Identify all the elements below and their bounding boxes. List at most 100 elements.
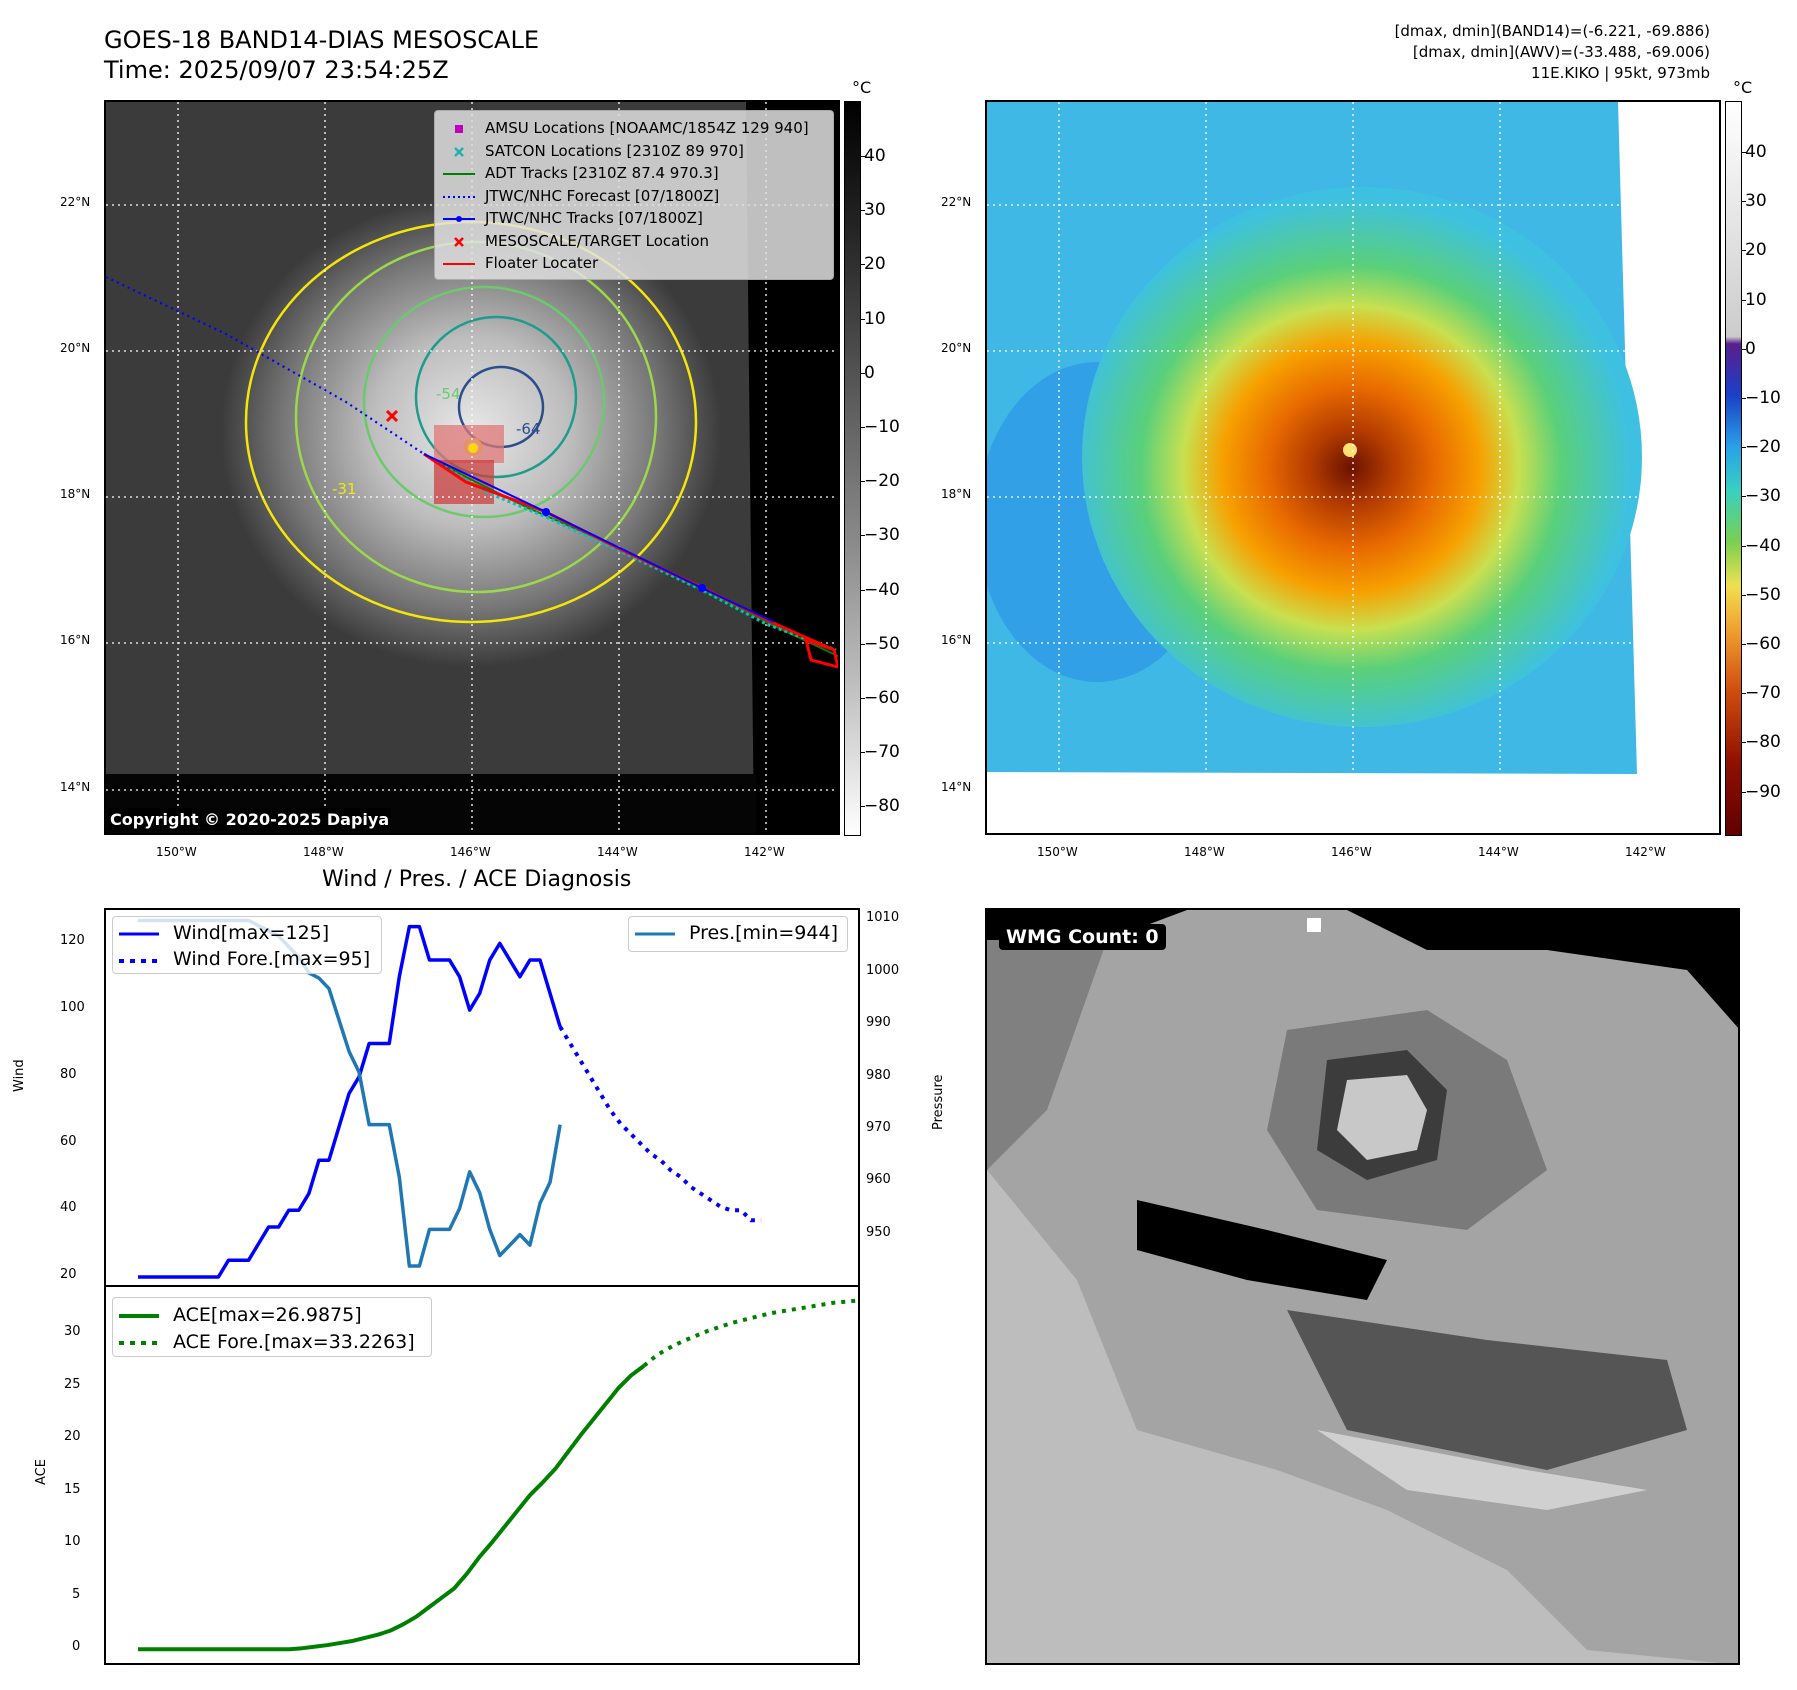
colorbar-tick (1741, 398, 1746, 399)
ace-legend: ACE[max=26.9875] ACE Fore.[max=33.2263] (112, 1297, 432, 1357)
colorbar-tick-label: −90 (1745, 781, 1781, 802)
colorbar-tick (1741, 447, 1746, 449)
legend-swatch (455, 125, 463, 133)
legend-wind: Wind[max=125] (173, 922, 330, 944)
target-box-upper (434, 425, 504, 463)
legend-swatch (443, 195, 475, 198)
colorbar-tick (860, 698, 865, 699)
colorbar-tick-label: −30 (864, 525, 900, 546)
lat-label: 20°N (941, 341, 972, 355)
wmg-light-region (987, 1170, 1720, 1663)
lat-label: 22°N (60, 195, 91, 209)
colorbar-tick (1741, 545, 1746, 547)
pressure-ylabel: Pressure (931, 1074, 946, 1130)
colorbar-tick-label: 40 (1745, 142, 1767, 162)
map-title: GOES-18 BAND14-DIAS MESOSCALE (104, 26, 540, 54)
wind-ylabel: Wind (12, 1059, 27, 1092)
map-legend: AMSU Locations [NOAAMC/1854Z 129 940] SAT… (434, 110, 834, 280)
wind-tick-label: 40 (60, 1200, 77, 1216)
lat-label: 16°N (941, 633, 972, 647)
ir-map-panel: -54 -31 -64 AMSU Locations [NOAAMC/1854Z… (104, 100, 840, 835)
colorbar-tick-label: −80 (864, 796, 900, 817)
wmg-svg (987, 910, 1738, 1663)
contour-label-31: -31 (332, 480, 357, 498)
legend-swatch (443, 173, 475, 175)
pressure-tick-label: 1010 (866, 910, 900, 926)
colorbar-tick (860, 156, 865, 157)
wind-tick-label: 20 (60, 1266, 77, 1282)
series-line (138, 1364, 646, 1652)
ir-map-svg (106, 102, 838, 833)
colorbar-tick-label: −20 (864, 471, 900, 492)
right-colorbar-unit: °C (1733, 78, 1753, 97)
pressure-tick-label: 990 (866, 1015, 891, 1031)
lat-label: 14°N (60, 780, 91, 794)
jtwc-track (423, 453, 775, 623)
contour-inner-teal (414, 315, 578, 479)
wmg-pixel (1307, 918, 1321, 932)
colorbar-tick (1741, 299, 1746, 301)
colorbar-tick-label: 0 (864, 362, 875, 383)
colorbar-tick-label: 10 (864, 308, 886, 329)
lon-label: 148°W (1184, 845, 1225, 859)
colorbar-tick-label: −70 (1745, 683, 1781, 704)
wmg-count: WMG Count: 0 (999, 924, 1166, 950)
colorbar-tick (860, 535, 865, 537)
ace-tick-label: 15 (64, 1481, 81, 1497)
colorbar-tick-label: 30 (1745, 191, 1767, 212)
legend-swatch (443, 216, 475, 222)
legend-swatch (454, 146, 464, 157)
wmg-cold-band (1137, 1200, 1387, 1300)
lat-label: 20°N (60, 341, 91, 355)
colorbar-tick-label: −60 (1745, 634, 1781, 654)
colorbar-tick-label: 30 (864, 200, 886, 221)
ace-tick-label: 25 (64, 1376, 81, 1392)
wind-tick-label: 80 (60, 1066, 77, 1082)
wmg-cold-top (987, 910, 1738, 1028)
jtwc-point (698, 584, 706, 592)
wmg-gray-left (987, 940, 1107, 1170)
stats-awv: [dmax, dmin](AWV)=(-33.488, -69.006) (1412, 43, 1710, 61)
colorbar-tick (1741, 250, 1746, 252)
lon-label: 144°W (1478, 845, 1519, 859)
lon-label: 146°W (1331, 845, 1372, 859)
colorbar-tick (860, 372, 865, 374)
lon-label: 146°W (450, 845, 491, 859)
lat-label: 18°N (941, 487, 972, 501)
colorbar-tick-label: 10 (1745, 289, 1767, 310)
pres-legend: Pres.[min=944] (628, 916, 848, 952)
lat-label: 18°N (60, 487, 91, 501)
diagnosis-title: Wind / Pres. / ACE Diagnosis (322, 867, 632, 892)
colorbar-tick-label: −80 (1745, 732, 1781, 753)
jtwc-point (542, 508, 550, 516)
awv-map-svg (987, 102, 1719, 833)
lon-label: 150°W (156, 845, 197, 859)
wmg-light-band (1317, 1430, 1647, 1510)
target-marker-x (385, 409, 399, 423)
wind-pressure-chart: Wind[max=125] Wind Fore.[max=95] Pres.[m… (104, 908, 860, 1287)
colorbar-tick-label: −40 (864, 579, 900, 600)
colorbar-tick-label: −20 (1745, 437, 1781, 458)
awv-map-panel (985, 100, 1721, 835)
colorbar-tick-label: −50 (864, 633, 900, 654)
pressure-tick-label: 1000 (866, 962, 900, 978)
wind-tick-label: 100 (60, 1000, 85, 1016)
storm-info: 11E.KIKO | 95kt, 973mb (1531, 64, 1710, 82)
satcon-track (423, 452, 837, 652)
ace-svg (138, 1298, 858, 1652)
legend-pres: Pres.[min=944] (689, 922, 838, 944)
colorbar-tick (1741, 201, 1746, 203)
series-line (642, 1298, 858, 1368)
lon-label: 150°W (1037, 845, 1078, 859)
pressure-tick-label: 950 (866, 1224, 891, 1240)
ace-tick-label: 0 (72, 1639, 81, 1655)
legend-item-label: Floater Locater (485, 254, 599, 272)
legend-item-label: MESOSCALE/TARGET Location (485, 231, 710, 250)
colorbar-tick (860, 481, 865, 483)
colorbar-tick (1741, 594, 1746, 596)
colorbar-tick-label: 40 (864, 146, 886, 166)
colorbar-tick (1741, 693, 1746, 695)
left-colorbar-unit: °C (852, 78, 872, 97)
wind-tick-label: 120 (60, 933, 85, 949)
colorbar-tick (860, 752, 865, 754)
